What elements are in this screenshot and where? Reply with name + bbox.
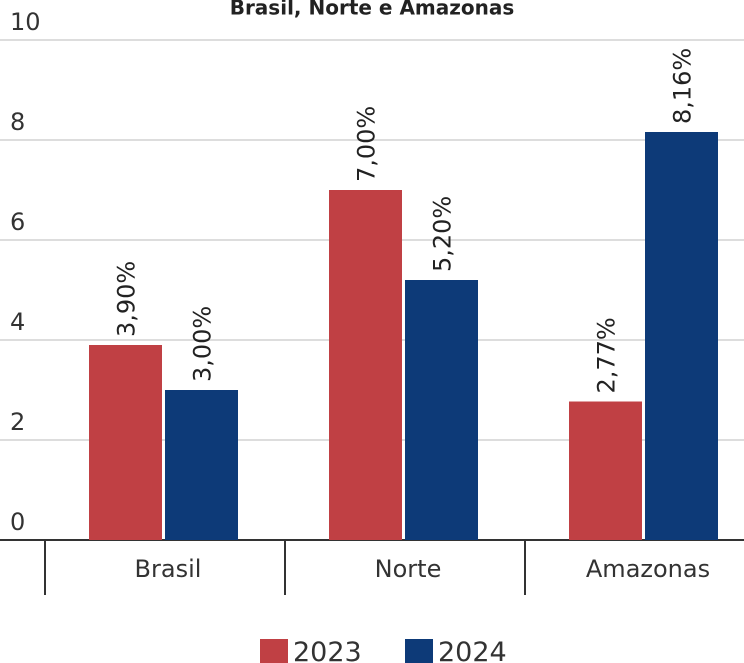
y-tick-label: 0 <box>10 508 25 536</box>
y-tick-label: 8 <box>10 108 25 136</box>
chart-title: Brasil, Norte e Amazonas <box>230 0 515 20</box>
legend-label: 2024 <box>438 637 507 663</box>
x-tick-label: Norte <box>375 555 442 583</box>
legend-swatch <box>405 639 433 663</box>
bar <box>569 401 642 540</box>
x-tick-label: Amazonas <box>586 555 710 583</box>
bar <box>405 280 478 540</box>
bar <box>89 345 162 540</box>
value-label: 5,20% <box>429 196 457 272</box>
value-label: 7,00% <box>353 106 381 182</box>
bar <box>329 190 402 540</box>
value-label: 2,77% <box>593 317 621 393</box>
x-tick-label: Brasil <box>135 555 202 583</box>
legend-label: 2023 <box>293 637 362 663</box>
y-tick-label: 6 <box>10 208 25 236</box>
value-label: 8,16% <box>669 48 697 124</box>
legend-swatch <box>260 639 288 663</box>
value-label: 3,90% <box>113 261 141 337</box>
y-tick-label: 10 <box>10 8 41 36</box>
value-label: 3,00% <box>189 306 217 382</box>
y-tick-label: 4 <box>10 308 25 336</box>
bar <box>645 132 718 540</box>
bar <box>165 390 238 540</box>
y-tick-label: 2 <box>10 408 25 436</box>
